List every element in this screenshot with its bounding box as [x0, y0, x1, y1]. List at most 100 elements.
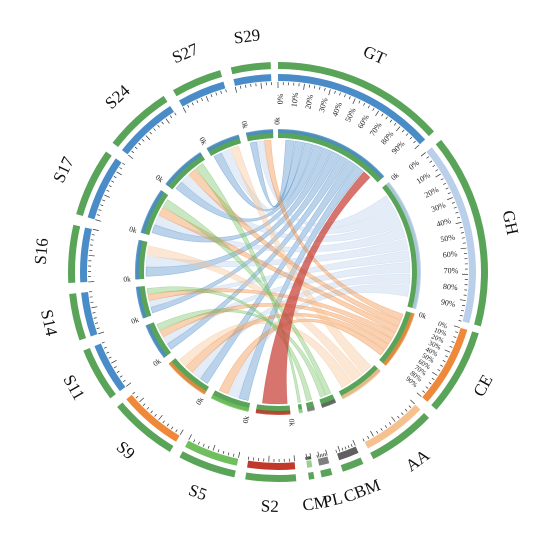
tick-mark — [135, 395, 139, 399]
tick-mark — [196, 100, 199, 104]
inner-band-s29 — [245, 129, 274, 137]
tick-mark — [339, 92, 341, 96]
tick-mark — [303, 83, 305, 90]
tick-mark — [100, 204, 104, 207]
composition-arc-gt — [278, 74, 426, 145]
tick-label: 60% — [442, 249, 458, 259]
tick-mark — [397, 415, 400, 419]
inner-arc-ce — [379, 311, 414, 366]
tick-mark — [122, 379, 126, 383]
links-layer — [145, 139, 411, 405]
composition-arc-s24 — [121, 105, 174, 155]
tick-mark — [319, 454, 322, 458]
chord-link-S9-AA — [179, 320, 352, 388]
chord-link-S9-GT — [199, 159, 356, 384]
tick-label: 20% — [423, 185, 440, 200]
tick-mark — [432, 164, 436, 168]
tick-mark — [93, 317, 97, 319]
tick-mark — [92, 312, 96, 314]
chord-link-S14-GT — [150, 151, 340, 314]
tick-mark — [363, 102, 366, 106]
tick-mark — [92, 228, 99, 231]
tick-label: 90% — [440, 297, 456, 309]
segment-label-s11: S11 — [59, 372, 88, 404]
chord-link-S9-GH — [192, 273, 411, 379]
tick-mark — [166, 423, 170, 427]
tick-mark — [459, 299, 466, 301]
tick-mark — [335, 449, 338, 453]
composition-arc-s14 — [81, 291, 98, 337]
outer-arc-ce — [431, 331, 479, 410]
tick-mark — [222, 450, 225, 454]
tick-mark — [422, 390, 426, 393]
tick-mark — [309, 456, 311, 460]
tick-mark — [316, 454, 318, 458]
tick-label: 30% — [430, 200, 447, 214]
tick-mark — [111, 359, 117, 364]
segment-label-s2: S2 — [261, 496, 280, 516]
chord-link-S5-GT — [238, 165, 364, 401]
tick-mark — [375, 110, 379, 117]
outer-arc-s5 — [179, 451, 236, 478]
tick-mark — [440, 364, 444, 367]
tick-mark — [404, 408, 408, 412]
chord-link-S24-CM — [195, 163, 302, 403]
segment-label-s27: S27 — [169, 39, 201, 67]
tick-label: 0% — [276, 93, 285, 104]
chord-link-S11-GT — [166, 155, 349, 350]
composition-arc-s16 — [80, 227, 92, 283]
tick-label: 10% — [290, 92, 300, 108]
chord-link-S16-GT — [145, 147, 332, 277]
tick-mark — [215, 92, 218, 96]
tick-mark — [455, 211, 459, 214]
inner-band-pl — [306, 406, 316, 412]
segment-label-gt: GT — [360, 42, 389, 69]
tick-mark — [409, 136, 413, 140]
tick-mark — [175, 429, 178, 433]
chord-link-S16-AA — [146, 245, 362, 382]
tick-label: 70% — [368, 120, 384, 137]
composition-arc-s11 — [94, 343, 126, 392]
tick-mark — [367, 436, 370, 440]
tick-mark — [319, 86, 321, 90]
tick-mark — [96, 327, 100, 330]
segment-label-ce: CE — [469, 372, 496, 400]
tick-mark — [119, 167, 123, 170]
tick-label: 30% — [317, 96, 330, 113]
tick-mark — [308, 84, 311, 88]
tick-mark — [217, 449, 220, 453]
outer-arc-gh — [435, 139, 488, 327]
outer-arc-s27 — [173, 70, 223, 97]
tick-mark — [169, 115, 173, 119]
tick-mark — [348, 96, 351, 100]
tick-mark — [456, 216, 461, 219]
tick-mark — [461, 304, 466, 307]
tick-mark — [88, 255, 95, 257]
tick-mark — [380, 428, 383, 431]
tick-mark — [350, 443, 353, 448]
tick-label: 10% — [415, 170, 432, 186]
tick-mark — [96, 214, 100, 216]
zero-label: 0k — [197, 135, 209, 146]
tick-mark — [453, 206, 457, 209]
segment-label-s24: S24 — [101, 81, 134, 113]
tick-mark — [220, 90, 222, 94]
tick-mark — [405, 133, 409, 136]
tick-mark — [458, 320, 462, 322]
tick-mark — [442, 360, 446, 363]
tick-mark — [444, 349, 451, 353]
tick-mark — [188, 434, 192, 440]
tick-mark — [182, 107, 187, 113]
inner-band-s17 — [140, 189, 165, 234]
tick-mark — [165, 118, 170, 124]
tick-mark — [95, 219, 102, 222]
chord-link-S2-GT — [262, 171, 371, 405]
tick-mark — [453, 325, 460, 328]
tick-mark — [416, 392, 422, 397]
tick-mark — [293, 455, 295, 462]
zero-label: 0k — [287, 418, 297, 427]
outer-arc-s16 — [68, 224, 81, 283]
tick-mark — [191, 102, 194, 106]
inner-band-aa — [341, 368, 381, 400]
